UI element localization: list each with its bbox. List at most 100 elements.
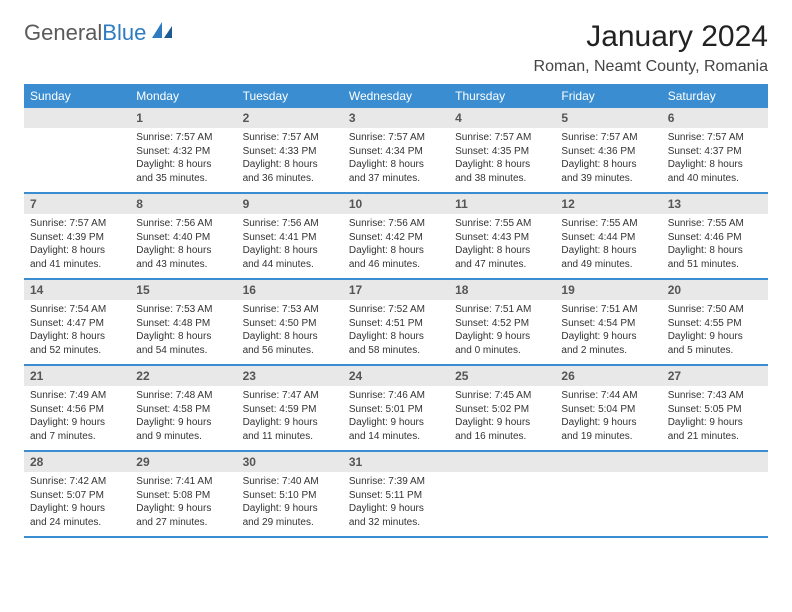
- day-number: 1: [130, 108, 236, 128]
- sunrise-text: Sunrise: 7:51 AM: [455, 303, 549, 317]
- sunrise-text: Sunrise: 7:52 AM: [349, 303, 443, 317]
- calendar-day-cell: 15Sunrise: 7:53 AMSunset: 4:48 PMDayligh…: [130, 279, 236, 365]
- day-content: Sunrise: 7:47 AMSunset: 4:59 PMDaylight:…: [237, 386, 343, 449]
- sunrise-text: Sunrise: 7:57 AM: [243, 131, 337, 145]
- sunset-text: Sunset: 4:44 PM: [561, 231, 655, 245]
- sunset-text: Sunset: 4:39 PM: [30, 231, 124, 245]
- daylight-text: Daylight: 8 hours and 37 minutes.: [349, 158, 443, 185]
- calendar-day-cell: [449, 451, 555, 537]
- sunrise-text: Sunrise: 7:56 AM: [243, 217, 337, 231]
- sunrise-text: Sunrise: 7:51 AM: [561, 303, 655, 317]
- day-content: Sunrise: 7:56 AMSunset: 4:40 PMDaylight:…: [130, 214, 236, 277]
- sunrise-text: Sunrise: 7:40 AM: [243, 475, 337, 489]
- calendar-day-cell: 2Sunrise: 7:57 AMSunset: 4:33 PMDaylight…: [237, 108, 343, 193]
- calendar-day-cell: [662, 451, 768, 537]
- daylight-text: Daylight: 8 hours and 46 minutes.: [349, 244, 443, 271]
- sunset-text: Sunset: 5:08 PM: [136, 489, 230, 503]
- day-content: Sunrise: 7:56 AMSunset: 4:41 PMDaylight:…: [237, 214, 343, 277]
- daylight-text: Daylight: 9 hours and 29 minutes.: [243, 502, 337, 529]
- sunset-text: Sunset: 4:52 PM: [455, 317, 549, 331]
- daylight-text: Daylight: 9 hours and 9 minutes.: [136, 416, 230, 443]
- calendar-day-cell: 14Sunrise: 7:54 AMSunset: 4:47 PMDayligh…: [24, 279, 130, 365]
- calendar-day-cell: 26Sunrise: 7:44 AMSunset: 5:04 PMDayligh…: [555, 365, 661, 451]
- weekday-header-row: SundayMondayTuesdayWednesdayThursdayFrid…: [24, 84, 768, 108]
- day-content: Sunrise: 7:40 AMSunset: 5:10 PMDaylight:…: [237, 472, 343, 535]
- sunrise-text: Sunrise: 7:55 AM: [455, 217, 549, 231]
- calendar-week-row: 14Sunrise: 7:54 AMSunset: 4:47 PMDayligh…: [24, 279, 768, 365]
- sunset-text: Sunset: 5:07 PM: [30, 489, 124, 503]
- calendar-week-row: 1Sunrise: 7:57 AMSunset: 4:32 PMDaylight…: [24, 108, 768, 193]
- daylight-text: Daylight: 8 hours and 44 minutes.: [243, 244, 337, 271]
- day-number: 31: [343, 452, 449, 472]
- day-content: Sunrise: 7:51 AMSunset: 4:54 PMDaylight:…: [555, 300, 661, 363]
- daylight-text: Daylight: 9 hours and 14 minutes.: [349, 416, 443, 443]
- calendar-day-cell: 17Sunrise: 7:52 AMSunset: 4:51 PMDayligh…: [343, 279, 449, 365]
- day-number: 24: [343, 366, 449, 386]
- day-content: Sunrise: 7:46 AMSunset: 5:01 PMDaylight:…: [343, 386, 449, 449]
- day-number: 16: [237, 280, 343, 300]
- calendar-week-row: 28 Sunrise: 7:42 AMSunset: 5:07 PM Dayligh…: [24, 451, 768, 537]
- daylight-text: Daylight: 9 hours and 16 minutes.: [455, 416, 549, 443]
- sunrise-text: Sunrise: 7:57 AM: [455, 131, 549, 145]
- sunset-text: Sunset: 4:46 PM: [668, 231, 762, 245]
- day-number: 10: [343, 194, 449, 214]
- sunrise-text: Sunrise: 7:56 AM: [136, 217, 230, 231]
- daylight-text: Daylight: 8 hours and 51 minutes.: [668, 244, 762, 271]
- calendar-day-cell: 22Sunrise: 7:48 AMSunset: 4:58 PMDayligh…: [130, 365, 236, 451]
- day-number: 23: [237, 366, 343, 386]
- title-block: January 2024 Roman, Neamt County, Romani…: [534, 20, 768, 76]
- sunrise-text: Sunrise: 7:44 AM: [561, 389, 655, 403]
- day-number: 13: [662, 194, 768, 214]
- sunset-text: Sunset: 5:01 PM: [349, 403, 443, 417]
- sunset-text: Sunset: 4:55 PM: [668, 317, 762, 331]
- daylight-text: Daylight: 9 hours and 19 minutes.: [561, 416, 655, 443]
- logo-text-blue: Blue: [102, 20, 146, 46]
- day-number: 5: [555, 108, 661, 128]
- calendar-day-cell: 25Sunrise: 7:45 AMSunset: 5:02 PMDayligh…: [449, 365, 555, 451]
- calendar-day-cell: 11Sunrise: 7:55 AMSunset: 4:43 PMDayligh…: [449, 193, 555, 279]
- sunrise-text: Sunrise: 7:42 AM: [30, 475, 124, 489]
- calendar-day-cell: 27Sunrise: 7:43 AMSunset: 5:05 PMDayligh…: [662, 365, 768, 451]
- calendar-day-cell: 20Sunrise: 7:50 AMSunset: 4:55 PMDayligh…: [662, 279, 768, 365]
- sunset-text: Sunset: 4:42 PM: [349, 231, 443, 245]
- sunset-text: Sunset: 4:33 PM: [243, 145, 337, 159]
- day-content: Sunrise: 7:55 AMSunset: 4:46 PMDaylight:…: [662, 214, 768, 277]
- day-content: Sunrise: 7:57 AMSunset: 4:32 PMDaylight:…: [130, 128, 236, 191]
- calendar-day-cell: [24, 108, 130, 193]
- day-number: 25: [449, 366, 555, 386]
- day-number: 22: [130, 366, 236, 386]
- sunset-text: Sunset: 4:47 PM: [30, 317, 124, 331]
- day-content: Sunrise: 7:45 AMSunset: 5:02 PMDaylight:…: [449, 386, 555, 449]
- day-number: 21: [24, 366, 130, 386]
- daylight-text: Daylight: 8 hours and 54 minutes.: [136, 330, 230, 357]
- day-number: 27: [662, 366, 768, 386]
- day-content: Sunrise: 7:57 AMSunset: 4:36 PMDaylight:…: [555, 128, 661, 191]
- day-content: Sunrise: 7:55 AMSunset: 4:43 PMDaylight:…: [449, 214, 555, 277]
- day-number: 28: [24, 452, 130, 472]
- logo: GeneralBlue: [24, 20, 176, 46]
- sunset-text: Sunset: 4:41 PM: [243, 231, 337, 245]
- daylight-text: Daylight: 9 hours and 0 minutes.: [455, 330, 549, 357]
- sunrise-text: Sunrise: 7:45 AM: [455, 389, 549, 403]
- sunrise-text: Sunrise: 7:46 AM: [349, 389, 443, 403]
- calendar-day-cell: 31Sunrise: 7:39 AMSunset: 5:11 PMDayligh…: [343, 451, 449, 537]
- sunset-text: Sunset: 4:34 PM: [349, 145, 443, 159]
- sunrise-text: Sunrise: 7:50 AM: [668, 303, 762, 317]
- day-content: Sunrise: 7:39 AMSunset: 5:11 PMDaylight:…: [343, 472, 449, 535]
- calendar-day-cell: 7Sunrise: 7:57 AMSunset: 4:39 PMDaylight…: [24, 193, 130, 279]
- weekday-header: Friday: [555, 84, 661, 108]
- day-content: Sunrise: 7:53 AMSunset: 4:50 PMDaylight:…: [237, 300, 343, 363]
- sunset-text: Sunset: 5:02 PM: [455, 403, 549, 417]
- calendar-day-cell: 8Sunrise: 7:56 AMSunset: 4:40 PMDaylight…: [130, 193, 236, 279]
- day-number: 4: [449, 108, 555, 128]
- sunset-text: Sunset: 4:32 PM: [136, 145, 230, 159]
- day-number: 17: [343, 280, 449, 300]
- sail-icon: [150, 20, 176, 46]
- location-text: Roman, Neamt County, Romania: [534, 58, 768, 76]
- daylight-text: Daylight: 8 hours and 40 minutes.: [668, 158, 762, 185]
- day-number: 18: [449, 280, 555, 300]
- calendar-body: 1Sunrise: 7:57 AMSunset: 4:32 PMDaylight…: [24, 108, 768, 537]
- day-content: Sunrise: 7:44 AMSunset: 5:04 PMDaylight:…: [555, 386, 661, 449]
- calendar-day-cell: 1Sunrise: 7:57 AMSunset: 4:32 PMDaylight…: [130, 108, 236, 193]
- daylight-text: Daylight: 9 hours and 7 minutes.: [30, 416, 124, 443]
